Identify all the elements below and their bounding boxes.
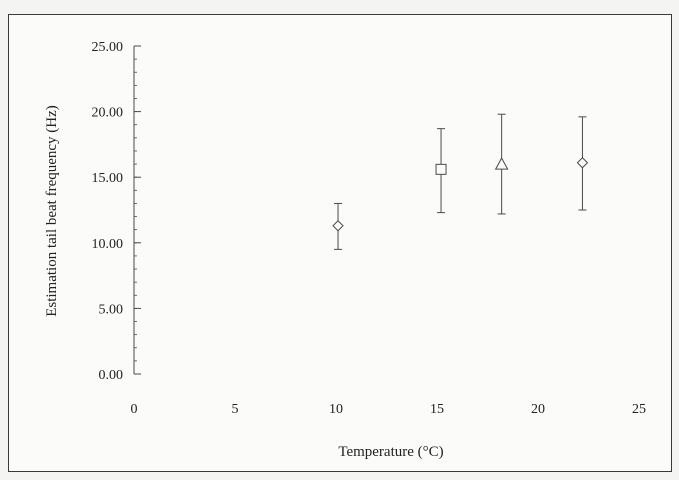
triangle-marker [496, 158, 508, 169]
y-tick-label: 5.00 [99, 302, 124, 317]
x-tick-label: 25 [632, 402, 646, 417]
y-tick-label: 15.00 [92, 171, 124, 186]
chart-frame: 0.00 5.00 10.00 15.00 20.00 25.00 0 5 10 15 20 25 T… [8, 14, 672, 472]
y-axis-title: Estimation tail beat frequency (Hz) [44, 105, 60, 317]
data-point [577, 117, 587, 210]
data-point [496, 114, 508, 214]
data-point [436, 129, 446, 213]
x-tick-label: 0 [131, 402, 138, 417]
axes: 0.00 5.00 10.00 15.00 20.00 25.00 0 5 10 15 20 25 [92, 40, 647, 417]
y-tick-label: 20.00 [92, 106, 124, 121]
x-axis-title: Temperature (°C) [338, 444, 443, 460]
scatter-chart: 0.00 5.00 10.00 15.00 20.00 25.00 0 5 10 15 20 25 T… [9, 15, 673, 473]
x-tick-label: 20 [531, 402, 545, 417]
x-tick-label: 15 [430, 402, 444, 417]
y-tick-label: 10.00 [92, 237, 124, 252]
y-tick-label: 0.00 [99, 368, 124, 383]
data-marks [333, 114, 587, 249]
y-tick-label: 25.00 [92, 40, 124, 55]
square-marker [436, 164, 446, 174]
data-point [333, 203, 343, 249]
diamond-marker [577, 158, 587, 168]
diamond-marker [333, 221, 343, 231]
x-tick-label: 10 [329, 402, 343, 417]
x-tick-label: 5 [232, 402, 239, 417]
